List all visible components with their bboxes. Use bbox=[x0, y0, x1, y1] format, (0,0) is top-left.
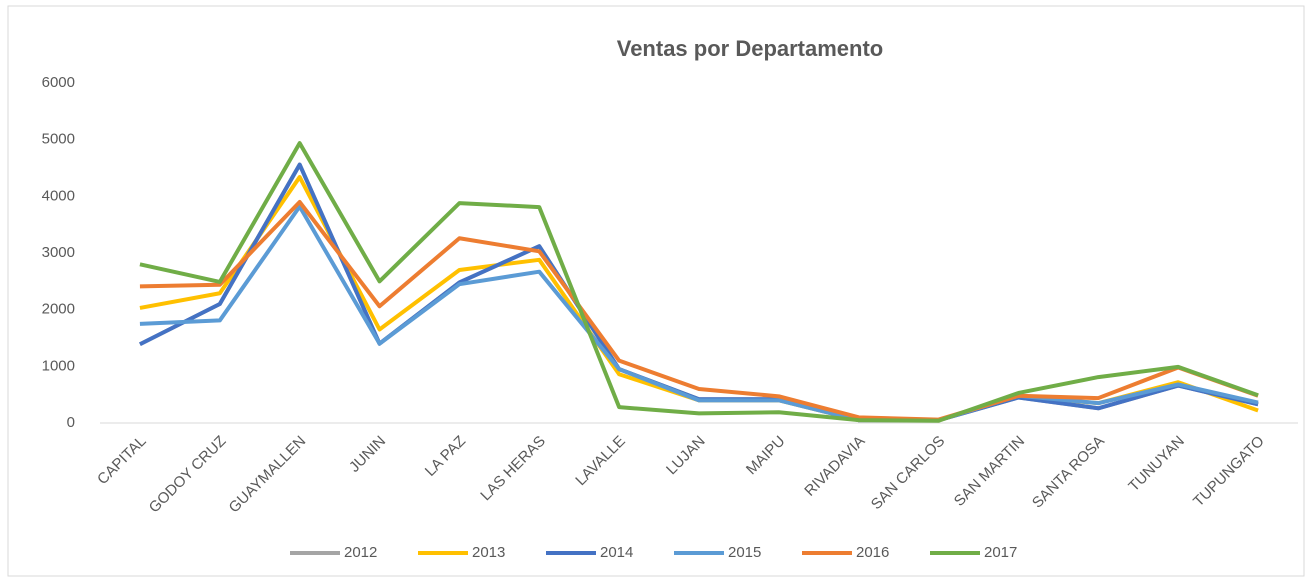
series-line bbox=[139, 200, 1259, 422]
y-tick-label: 2000 bbox=[42, 301, 75, 318]
series-line bbox=[139, 141, 1259, 423]
chart-border bbox=[7, 5, 1305, 577]
legend-label: 2016 bbox=[856, 544, 889, 561]
y-tick-label: 0 bbox=[67, 414, 75, 431]
legend-label: 2017 bbox=[984, 544, 1017, 561]
y-tick-label: 3000 bbox=[42, 244, 75, 261]
y-tick-label: 5000 bbox=[42, 131, 75, 148]
legend-label: 2014 bbox=[600, 544, 633, 561]
series-line bbox=[139, 204, 1259, 423]
legend-label: 2012 bbox=[344, 544, 377, 561]
y-tick-label: 6000 bbox=[42, 74, 75, 91]
chart-title: Ventas por Departamento bbox=[617, 36, 884, 61]
y-tick-label: 1000 bbox=[42, 357, 75, 374]
y-tick-label: 4000 bbox=[42, 187, 75, 204]
legend-label: 2015 bbox=[728, 544, 761, 561]
legend-label: 2013 bbox=[472, 544, 505, 561]
